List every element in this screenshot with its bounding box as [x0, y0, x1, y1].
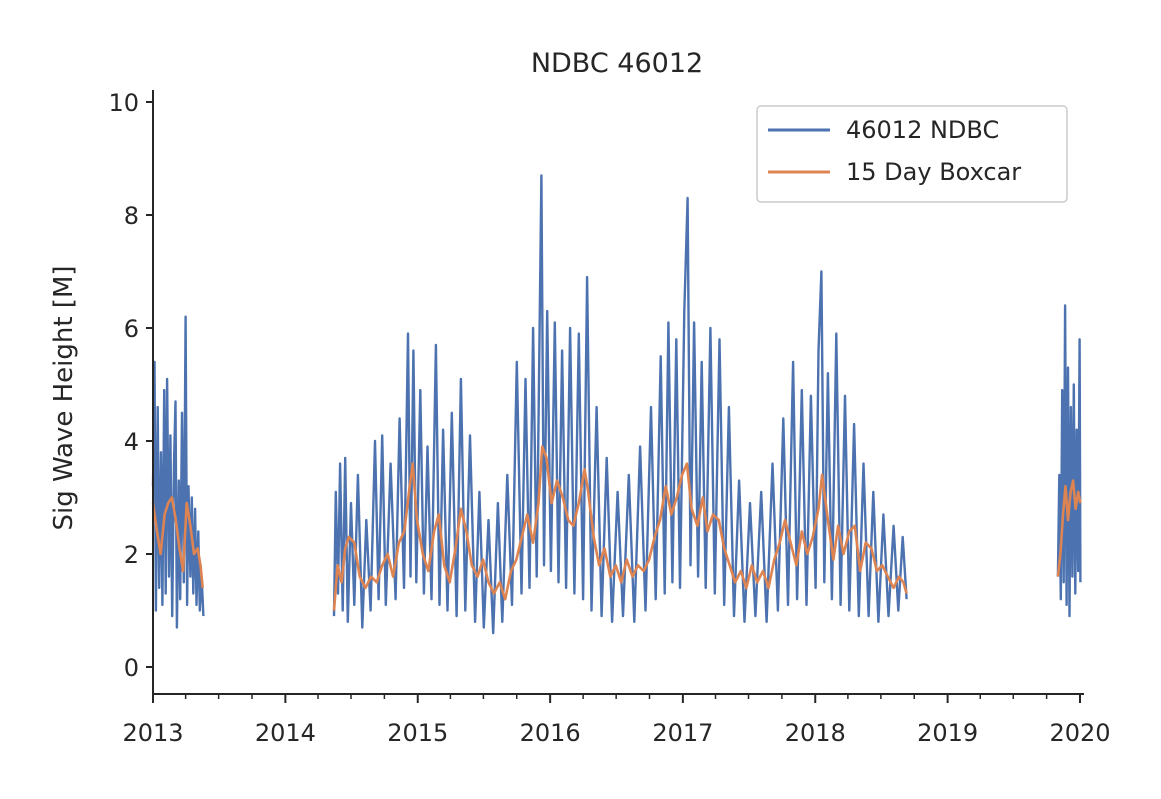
- series-smooth-segment-2: [1056, 479, 1082, 577]
- y-tick-label: 0: [124, 654, 139, 682]
- x-tick-label: 2014: [255, 719, 316, 747]
- y-tick-label: 8: [124, 202, 139, 230]
- series-smooth-segment-1: [332, 445, 908, 611]
- x-tick-label: 2020: [1049, 719, 1110, 747]
- chart-title: NDBC 46012: [531, 48, 703, 79]
- legend-label-smooth: 15 Day Boxcar: [846, 158, 1021, 186]
- legend-label-raw: 46012 NDBC: [846, 116, 999, 144]
- series-raw-segment-2: [1056, 304, 1082, 618]
- y-tick-label: 2: [124, 541, 139, 569]
- legend-frame: [756, 105, 1068, 203]
- x-tick-label: 2013: [122, 719, 183, 747]
- x-ticks: 2013 2014 2015 2016 2017 2018 2019 2020: [122, 694, 1111, 747]
- y-tick-label: 6: [124, 315, 139, 343]
- series-raw-segment-1: [332, 174, 908, 635]
- y-tick-label: 4: [124, 428, 139, 456]
- x-tick-label: 2015: [387, 719, 448, 747]
- x-tick-label: 2017: [652, 719, 713, 747]
- legend: 46012 NDBC 15 Day Boxcar: [756, 105, 1068, 203]
- series-smooth-segment-0: [151, 496, 204, 589]
- x-tick-label: 2016: [520, 719, 581, 747]
- x-tick-label: 2019: [917, 719, 978, 747]
- y-tick-label: 10: [108, 89, 139, 117]
- x-tick-label: 2018: [785, 719, 846, 747]
- x-minor-ticks: [184, 694, 1048, 699]
- series-raw-segment-0: [151, 315, 205, 629]
- y-ticks: 0 2 4 6 8 10: [108, 89, 153, 682]
- y-axis-title: Sig Wave Height [M]: [49, 265, 79, 530]
- series-layer: [151, 174, 1082, 635]
